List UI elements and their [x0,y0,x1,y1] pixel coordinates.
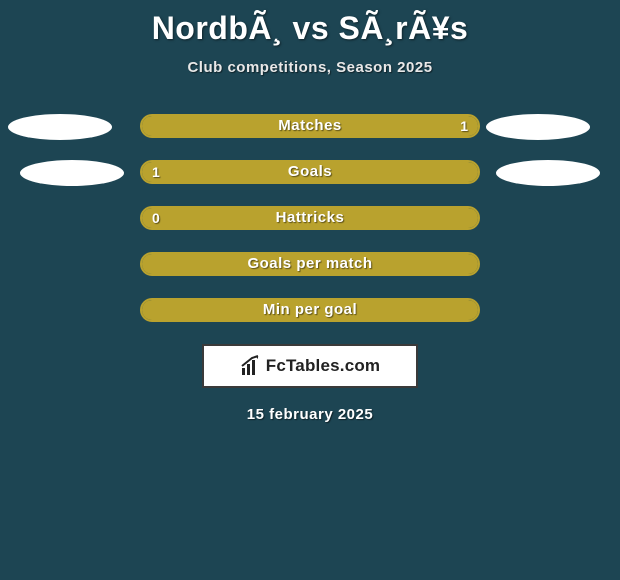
comparison-infographic: NordbÃ¸ vs SÃ¸rÃ¥s Club competitions, Se… [0,0,620,580]
stat-label: Goals per match [142,254,478,274]
stat-bar: Goals per match [140,252,480,276]
stat-value-left: 1 [152,162,160,182]
stat-row: Goals per match [0,252,620,278]
chart-icon [240,355,262,377]
brand-box: FcTables.com [202,344,418,388]
stat-label: Matches [142,116,478,136]
team-marker-right [496,160,600,186]
stat-bar: Goals1 [140,160,480,184]
brand-text: FcTables.com [266,356,381,376]
stat-row: Matches1 [0,114,620,140]
team-marker-left [20,160,124,186]
stats-container: Matches1Goals1Hattricks0Goals per matchM… [0,114,620,324]
stat-bar: Min per goal [140,298,480,322]
stat-label: Hattricks [142,208,478,228]
stat-bar: Matches1 [140,114,480,138]
stat-label: Min per goal [142,300,478,320]
stat-value-right: 1 [460,116,468,136]
stat-value-left: 0 [152,208,160,228]
team-marker-left [8,114,112,140]
stat-row: Min per goal [0,298,620,324]
date-label: 15 february 2025 [0,406,620,423]
stat-row: Hattricks0 [0,206,620,232]
page-subtitle: Club competitions, Season 2025 [0,47,620,76]
team-marker-right [486,114,590,140]
page-title: NordbÃ¸ vs SÃ¸rÃ¥s [0,0,620,47]
stat-label: Goals [142,162,478,182]
stat-bar: Hattricks0 [140,206,480,230]
stat-row: Goals1 [0,160,620,186]
